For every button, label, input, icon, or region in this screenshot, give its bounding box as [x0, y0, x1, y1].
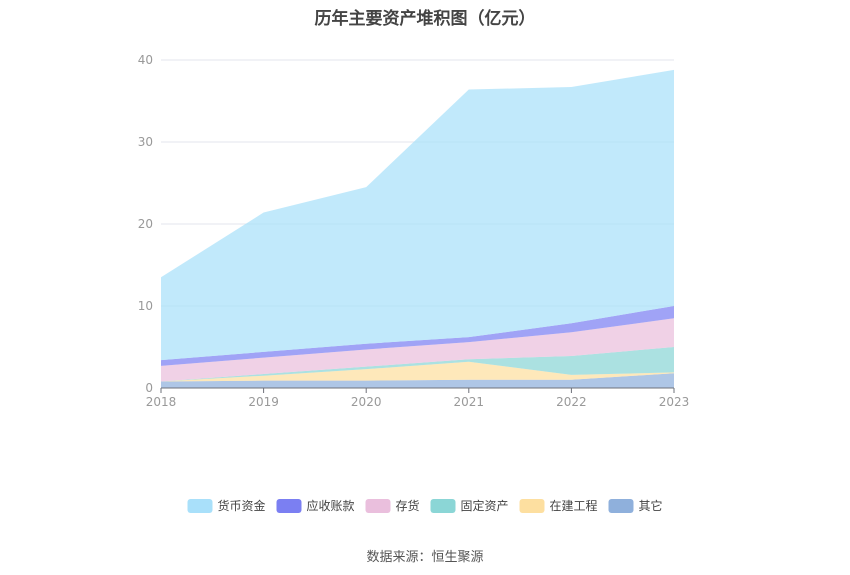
legend-swatch	[430, 499, 456, 513]
legend-swatch	[276, 499, 302, 513]
data-source: 数据来源：恒生聚源	[366, 550, 484, 565]
legend-swatch	[608, 499, 634, 513]
area-series-0	[161, 373, 674, 388]
x-tick-label: 2021	[454, 395, 485, 409]
area-series-3	[161, 318, 674, 382]
y-tick-label: 20	[138, 217, 153, 231]
legend-label: 在建工程	[550, 498, 598, 513]
legend-swatch	[365, 499, 391, 513]
x-tick-label: 2019	[248, 395, 279, 409]
y-tick-label: 10	[138, 299, 153, 313]
y-tick-label: 0	[145, 381, 153, 395]
legend-label: 固定资产	[461, 498, 509, 513]
area-series-2	[161, 347, 674, 382]
x-tick-label: 2020	[351, 395, 382, 409]
x-tick-label: 2018	[146, 395, 177, 409]
y-tick-label: 30	[138, 135, 153, 149]
x-tick-label: 2023	[659, 395, 690, 409]
x-tick-label: 2022	[556, 395, 587, 409]
legend-swatch	[519, 499, 545, 513]
area-series-1	[161, 361, 674, 382]
chart-title: 历年主要资产堆积图（亿元）	[314, 9, 536, 29]
area-series-5	[161, 69, 674, 361]
legend-label: 存货	[396, 498, 420, 513]
y-tick-label: 40	[138, 53, 153, 67]
area-series-4	[161, 306, 674, 366]
legend-label: 其它	[639, 498, 663, 513]
legend-swatch	[187, 499, 213, 513]
legend-label: 应收账款	[307, 498, 355, 513]
legend-label: 货币资金	[218, 498, 266, 513]
